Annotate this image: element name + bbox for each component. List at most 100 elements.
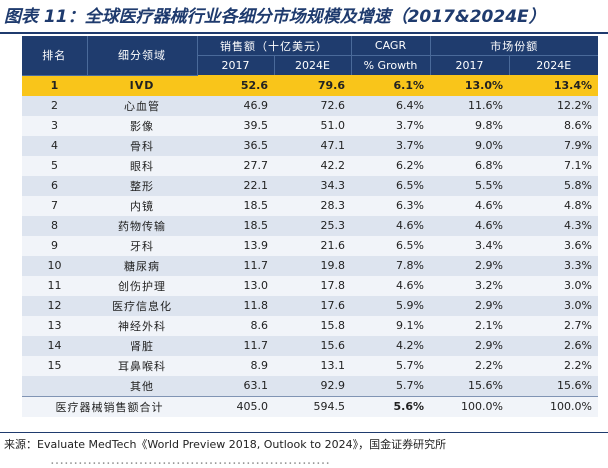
cut-off-text-line: …………………………………………………… <box>0 458 608 468</box>
cell-cagr: 6.2% <box>351 155 430 176</box>
table-row: 4 骨科 36.5 47.1 3.7% 9.0% 7.9% <box>22 135 598 156</box>
cell-sales-2017: 18.5 <box>197 195 274 216</box>
market-size-table: 排名 细分领域 销售额（十亿美元） CAGR 市场份额 2017 2024E %… <box>22 36 598 417</box>
cell-cagr: 4.2% <box>351 335 430 356</box>
cell-sales-2017: 11.7 <box>197 335 274 356</box>
cell-share-2024: 8.6% <box>509 115 598 136</box>
cell-share-2017: 2.9% <box>430 255 509 276</box>
cell-sales-2017: 36.5 <box>197 135 274 156</box>
table-row: 其他 63.1 92.9 5.7% 15.6% 15.6% <box>22 375 598 396</box>
cell-rank: 2 <box>22 95 87 116</box>
cell-share-2017: 15.6% <box>430 375 509 396</box>
cell-segment: 耳鼻喉科 <box>87 355 197 376</box>
table-row: 5 眼科 27.7 42.2 6.2% 6.8% 7.1% <box>22 155 598 176</box>
source-note: 来源：Evaluate MedTech《World Preview 2018, … <box>4 438 447 451</box>
cell-share-2017: 5.5% <box>430 175 509 196</box>
cell-sales-2024: 34.3 <box>274 175 351 196</box>
cell-sales-2017: 8.6 <box>197 315 274 336</box>
cell-segment: 眼科 <box>87 155 197 176</box>
cell-cagr: 5.7% <box>351 355 430 376</box>
cell-sales-2024: 92.9 <box>274 375 351 396</box>
cell-share-2024: 3.3% <box>509 255 598 276</box>
cell-sales-2024: 72.6 <box>274 95 351 116</box>
cell-segment: 其他 <box>87 375 197 396</box>
cell-segment: 牙科 <box>87 235 197 256</box>
cell-share-2024: 7.9% <box>509 135 598 156</box>
cell-rank: 8 <box>22 215 87 236</box>
cell-cagr: 6.5% <box>351 175 430 196</box>
cell-sales-2024: 19.8 <box>274 255 351 276</box>
cell-segment: 糖尿病 <box>87 255 197 276</box>
cell-segment: 医疗信息化 <box>87 295 197 316</box>
cell-share-2024: 13.4% <box>509 75 598 96</box>
cell-rank: 9 <box>22 235 87 256</box>
cell-share-2024: 5.8% <box>509 175 598 196</box>
cell-share-2017: 2.9% <box>430 335 509 356</box>
cell-rank: 1 <box>22 75 87 96</box>
table-row: 6 整形 22.1 34.3 6.5% 5.5% 5.8% <box>22 175 598 196</box>
cut-off-text: …………………………………………………… <box>50 458 330 468</box>
header-sales-2017: 2017 <box>197 55 275 75</box>
cell-cagr: 3.7% <box>351 115 430 136</box>
cell-rank: 10 <box>22 255 87 276</box>
table-row: 2 心血管 46.9 72.6 6.4% 11.6% 12.2% <box>22 95 598 116</box>
cell-segment: 骨科 <box>87 135 197 156</box>
cell-sales-2017: 8.9 <box>197 355 274 376</box>
cell-share-2017: 4.6% <box>430 195 509 216</box>
cell-segment: IVD <box>87 75 197 96</box>
cell-rank: 4 <box>22 135 87 156</box>
cell-share-2024: 7.1% <box>509 155 598 176</box>
table-total-row: 医疗器械销售额合计 405.0 594.5 5.6% 100.0% 100.0% <box>22 395 598 417</box>
cell-share-2024: 3.6% <box>509 235 598 256</box>
cell-rank: 11 <box>22 275 87 296</box>
table-row: 12 医疗信息化 11.8 17.6 5.9% 2.9% 3.0% <box>22 295 598 316</box>
header-share-2017: 2017 <box>430 55 510 75</box>
cell-share-2017: 9.8% <box>430 115 509 136</box>
cell-cagr: 3.7% <box>351 135 430 156</box>
cell-sales-2017: 46.9 <box>197 95 274 116</box>
cell-rank: 12 <box>22 295 87 316</box>
cell-share-2024: 12.2% <box>509 95 598 116</box>
figure-title: 图表 11：全球医疗器械行业各细分市场规模及增速（2017&2024E） <box>4 7 546 27</box>
cell-segment: 心血管 <box>87 95 197 116</box>
cell-sales-2024: 25.3 <box>274 215 351 236</box>
cell-segment: 创伤护理 <box>87 275 197 296</box>
cell-total-share-2017: 100.0% <box>430 395 509 417</box>
table-row: 3 影像 39.5 51.0 3.7% 9.8% 8.6% <box>22 115 598 136</box>
cell-share-2017: 4.6% <box>430 215 509 236</box>
cell-cagr: 6.1% <box>351 75 430 96</box>
cell-share-2017: 2.1% <box>430 315 509 336</box>
cell-share-2024: 15.6% <box>509 375 598 396</box>
header-sales-2024: 2024E <box>274 55 352 75</box>
cell-rank: 3 <box>22 115 87 136</box>
cell-segment: 药物传输 <box>87 215 197 236</box>
cell-sales-2024: 42.2 <box>274 155 351 176</box>
cell-segment: 肾脏 <box>87 335 197 356</box>
cell-rank <box>22 375 87 396</box>
cell-sales-2017: 27.7 <box>197 155 274 176</box>
cell-sales-2024: 15.6 <box>274 335 351 356</box>
footer-divider <box>0 432 608 433</box>
header-segment: 细分领域 <box>87 36 198 76</box>
cell-share-2017: 11.6% <box>430 95 509 116</box>
table-row: 14 肾脏 11.7 15.6 4.2% 2.9% 2.6% <box>22 335 598 356</box>
header-cagr-sub: % Growth <box>351 55 431 75</box>
cell-segment: 神经外科 <box>87 315 197 336</box>
header-rank: 排名 <box>22 36 88 76</box>
header-share-group: 市场份额 <box>430 36 598 56</box>
table-row: 15 耳鼻喉科 8.9 13.1 5.7% 2.2% 2.2% <box>22 355 598 376</box>
cell-rank: 7 <box>22 195 87 216</box>
cell-sales-2024: 13.1 <box>274 355 351 376</box>
table-body: 1 IVD 52.6 79.6 6.1% 13.0% 13.4% 2 心血管 46.9 72.6 6.… <box>22 75 598 417</box>
cell-cagr: 5.7% <box>351 375 430 396</box>
cell-share-2024: 2.2% <box>509 355 598 376</box>
cell-cagr: 4.6% <box>351 215 430 236</box>
cell-sales-2017: 22.1 <box>197 175 274 196</box>
cell-sales-2017: 63.1 <box>197 375 274 396</box>
cell-share-2024: 4.8% <box>509 195 598 216</box>
cell-share-2024: 2.6% <box>509 335 598 356</box>
cell-share-2017: 2.2% <box>430 355 509 376</box>
cell-total-share-2024: 100.0% <box>509 395 598 417</box>
cell-cagr: 6.4% <box>351 95 430 116</box>
cell-sales-2017: 13.9 <box>197 235 274 256</box>
